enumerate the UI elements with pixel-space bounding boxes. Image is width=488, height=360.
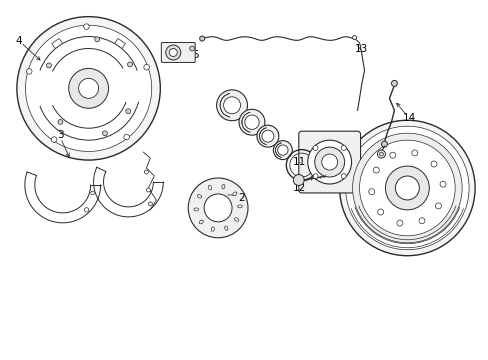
Ellipse shape <box>199 220 203 224</box>
Circle shape <box>377 209 383 215</box>
Ellipse shape <box>197 194 201 198</box>
Ellipse shape <box>211 227 214 231</box>
Text: 12: 12 <box>293 183 306 193</box>
Text: 3: 3 <box>57 130 64 140</box>
Circle shape <box>84 208 89 212</box>
Circle shape <box>189 46 194 51</box>
Circle shape <box>341 174 346 179</box>
Text: 2: 2 <box>238 193 245 203</box>
Text: 14: 14 <box>402 113 415 123</box>
Circle shape <box>352 133 461 243</box>
Circle shape <box>17 17 160 160</box>
Text: 4: 4 <box>16 36 22 46</box>
Circle shape <box>395 176 419 200</box>
Ellipse shape <box>194 208 198 211</box>
Circle shape <box>390 80 397 86</box>
Circle shape <box>95 37 100 42</box>
Circle shape <box>83 24 89 30</box>
Circle shape <box>381 141 386 147</box>
Circle shape <box>418 218 424 224</box>
Ellipse shape <box>232 192 236 195</box>
Circle shape <box>244 115 259 129</box>
Circle shape <box>314 147 344 177</box>
Circle shape <box>26 68 32 74</box>
Circle shape <box>277 145 287 155</box>
Circle shape <box>262 130 273 142</box>
Circle shape <box>372 167 379 173</box>
Circle shape <box>341 145 346 150</box>
Circle shape <box>321 154 337 170</box>
Circle shape <box>79 78 99 98</box>
Circle shape <box>389 152 395 158</box>
Circle shape <box>293 175 304 185</box>
Ellipse shape <box>234 218 238 221</box>
Circle shape <box>146 188 150 192</box>
Circle shape <box>169 49 177 57</box>
Circle shape <box>188 178 247 238</box>
Ellipse shape <box>222 184 224 189</box>
Circle shape <box>256 125 278 147</box>
Circle shape <box>123 134 129 140</box>
Circle shape <box>396 220 402 226</box>
Circle shape <box>434 203 441 209</box>
Text: 6: 6 <box>324 150 330 160</box>
Circle shape <box>385 166 428 210</box>
FancyBboxPatch shape <box>161 42 195 62</box>
Circle shape <box>239 109 264 135</box>
Text: 8: 8 <box>248 117 255 127</box>
Circle shape <box>411 150 417 156</box>
Circle shape <box>58 120 63 125</box>
Circle shape <box>144 170 148 174</box>
Circle shape <box>143 64 149 70</box>
Text: 13: 13 <box>354 44 367 54</box>
Circle shape <box>273 141 292 159</box>
Circle shape <box>379 152 383 156</box>
Circle shape <box>339 120 474 256</box>
Circle shape <box>46 63 51 68</box>
Circle shape <box>127 62 132 67</box>
Circle shape <box>368 189 374 195</box>
Circle shape <box>312 145 317 150</box>
Ellipse shape <box>237 205 242 208</box>
Circle shape <box>102 131 107 136</box>
FancyBboxPatch shape <box>298 131 360 193</box>
Circle shape <box>125 109 130 114</box>
Text: 7: 7 <box>226 103 233 113</box>
Circle shape <box>307 140 351 184</box>
Circle shape <box>377 150 385 158</box>
Circle shape <box>216 90 247 121</box>
Ellipse shape <box>224 226 227 230</box>
Circle shape <box>25 25 151 152</box>
Circle shape <box>68 68 108 108</box>
Circle shape <box>51 137 57 142</box>
Ellipse shape <box>208 185 211 190</box>
Circle shape <box>345 126 468 250</box>
Circle shape <box>430 161 436 167</box>
Circle shape <box>312 174 317 179</box>
Circle shape <box>223 97 240 114</box>
Circle shape <box>203 194 232 222</box>
Circle shape <box>148 202 152 206</box>
Text: 11: 11 <box>293 157 306 167</box>
Circle shape <box>165 45 181 60</box>
Circle shape <box>91 191 94 195</box>
Circle shape <box>359 140 454 236</box>
Circle shape <box>439 181 445 187</box>
Circle shape <box>199 36 204 41</box>
Text: 10: 10 <box>277 143 290 153</box>
Circle shape <box>352 36 356 40</box>
Text: 1: 1 <box>427 170 434 180</box>
Text: 9: 9 <box>264 130 271 140</box>
Bar <box>52 39 62 49</box>
Text: 5: 5 <box>191 50 198 60</box>
Bar <box>114 39 125 49</box>
